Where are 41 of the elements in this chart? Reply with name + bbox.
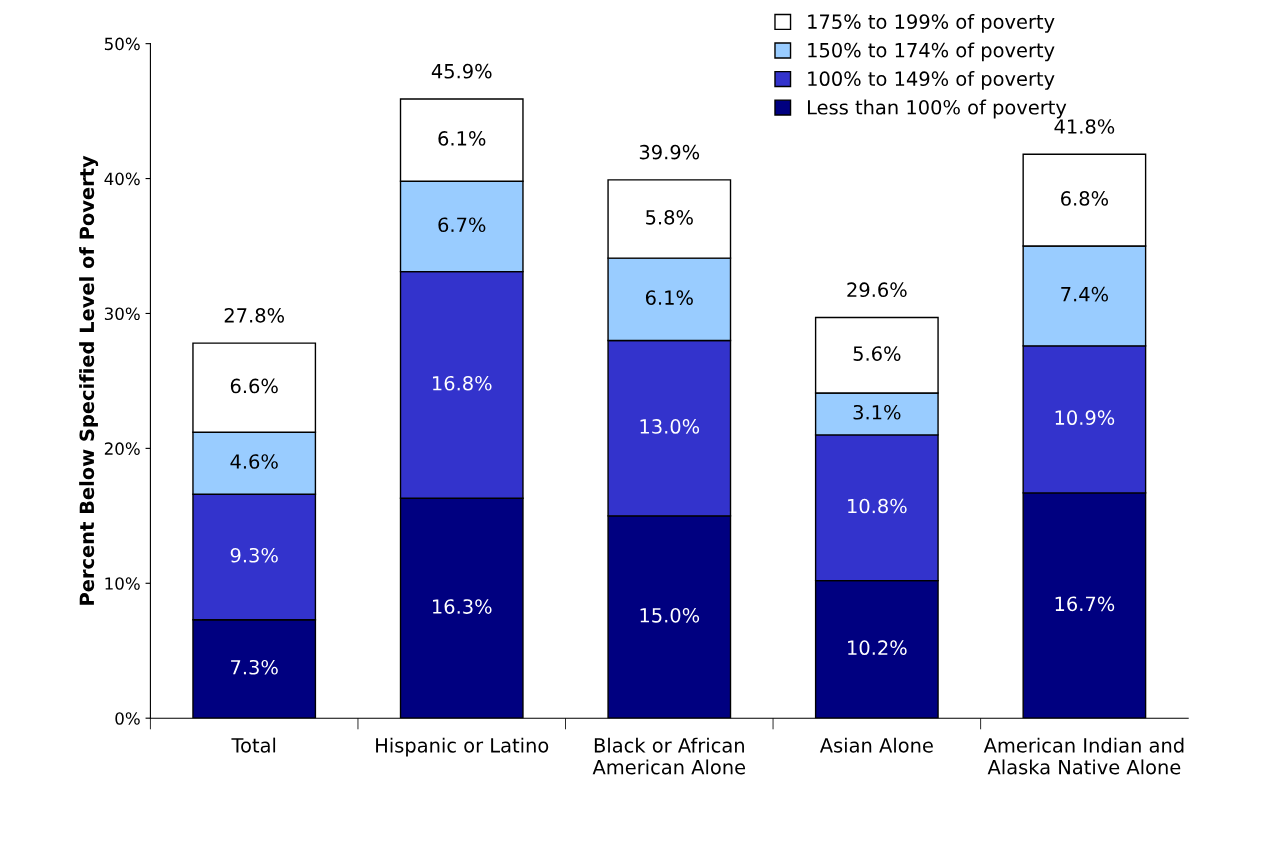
total-label: 39.9% <box>639 144 700 160</box>
data-label: 10.2% <box>848 640 907 656</box>
y-tick-label: 40% <box>104 172 140 186</box>
legend-label: 100% to 149% of poverty <box>808 71 1055 90</box>
data-label: 4.6% <box>230 454 278 469</box>
legend-label: Less than 100% of poverty <box>808 99 1067 119</box>
data-label: 7.3% <box>231 659 278 675</box>
data-label: 13.0% <box>640 419 700 434</box>
y-tick-label: 20% <box>104 442 140 455</box>
x-tick-label: Black or African American Alone <box>592 737 746 775</box>
data-label: 3.1% <box>853 404 901 420</box>
y-tick-label: 50% <box>104 37 140 51</box>
data-label: 15.0% <box>640 607 700 623</box>
total-label: 29.6% <box>847 282 907 298</box>
x-tick-label: Hispanic or Latino <box>376 737 549 757</box>
data-label: 6.7% <box>438 217 486 233</box>
legend-label: 150% to 174% of poverty <box>808 42 1055 62</box>
data-label: 10.9% <box>1055 410 1115 426</box>
data-label: 6.1% <box>438 131 486 146</box>
y-tick-label: 10% <box>105 577 140 590</box>
data-label: 9.3% <box>230 547 278 563</box>
data-label: 16.3% <box>432 599 492 614</box>
x-tick-label: Asian Alone <box>819 737 933 753</box>
data-label: 6.1% <box>645 290 693 305</box>
data-label: 6.8% <box>1061 191 1109 206</box>
x-tick-label: Total <box>231 737 276 753</box>
y-tick-label: 0% <box>115 712 140 725</box>
data-label: 10.8% <box>848 498 907 514</box>
data-label: 5.8% <box>646 209 693 225</box>
total-label: 27.8% <box>224 308 284 323</box>
legend-label: 175% to 199% of poverty <box>808 13 1055 33</box>
data-label: 7.4% <box>1061 286 1109 302</box>
x-tick-label: American Indian and Alaska Native Alone <box>983 737 1184 775</box>
y-tick-label: 30% <box>104 307 140 321</box>
data-label: 5.6% <box>853 346 901 361</box>
y-axis-title: Percent Below Specified Level of Poverty <box>79 155 99 605</box>
data-label: 16.8% <box>432 375 492 391</box>
data-label: 16.7% <box>1055 596 1115 612</box>
total-label: 41.8% <box>1054 119 1115 134</box>
total-label: 45.9% <box>431 63 492 79</box>
data-label: 6.6% <box>230 378 278 394</box>
